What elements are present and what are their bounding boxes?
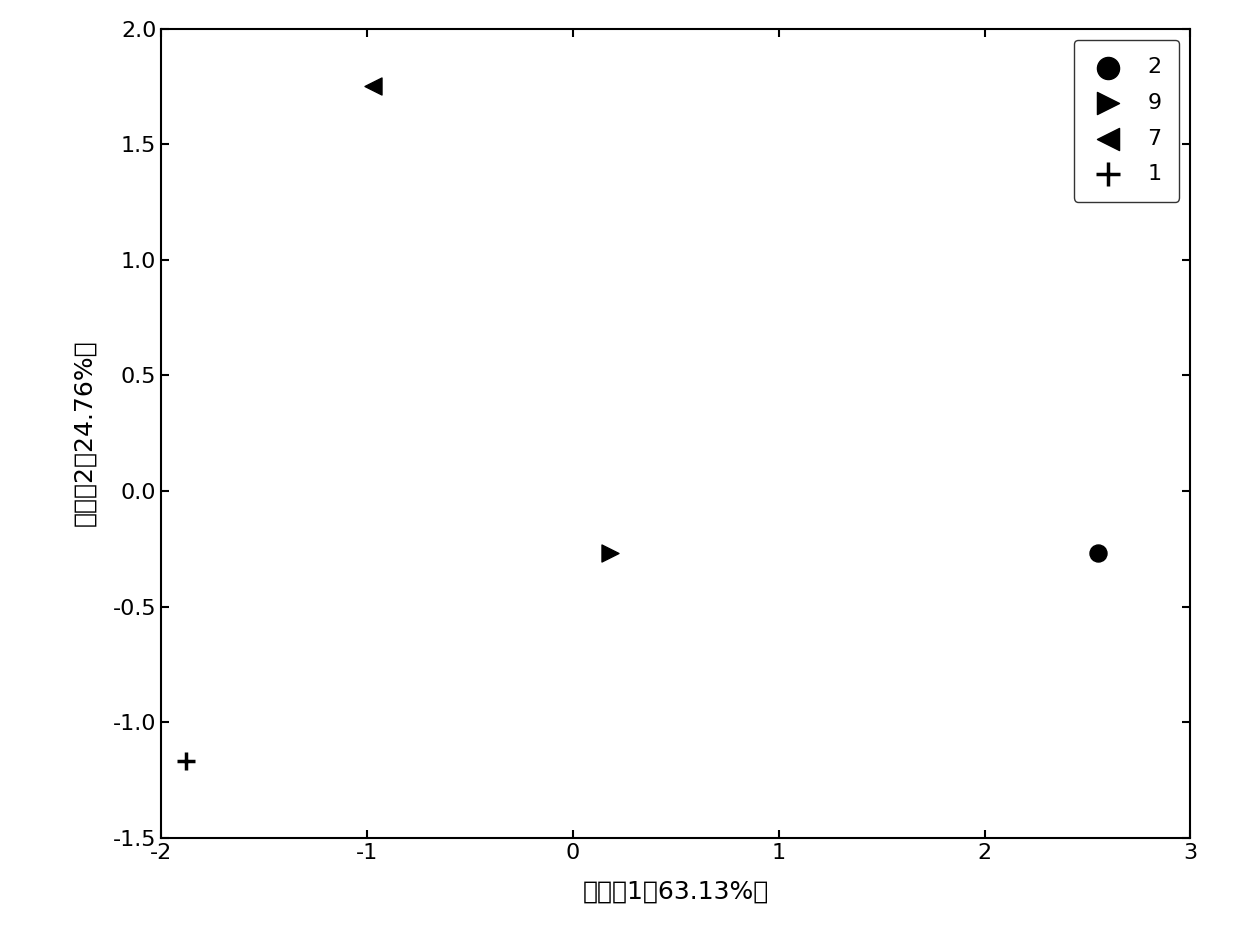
Y-axis label: 主成分2（24.76%）: 主成分2（24.76%） [72, 340, 95, 526]
2 [1087, 545, 1107, 561]
1 [176, 754, 196, 769]
X-axis label: 主成分1（63.13%）: 主成分1（63.13%） [583, 880, 769, 903]
7 [363, 79, 383, 94]
Legend: 2, 9, 7, 1: 2, 9, 7, 1 [1074, 40, 1179, 202]
9 [600, 545, 620, 561]
